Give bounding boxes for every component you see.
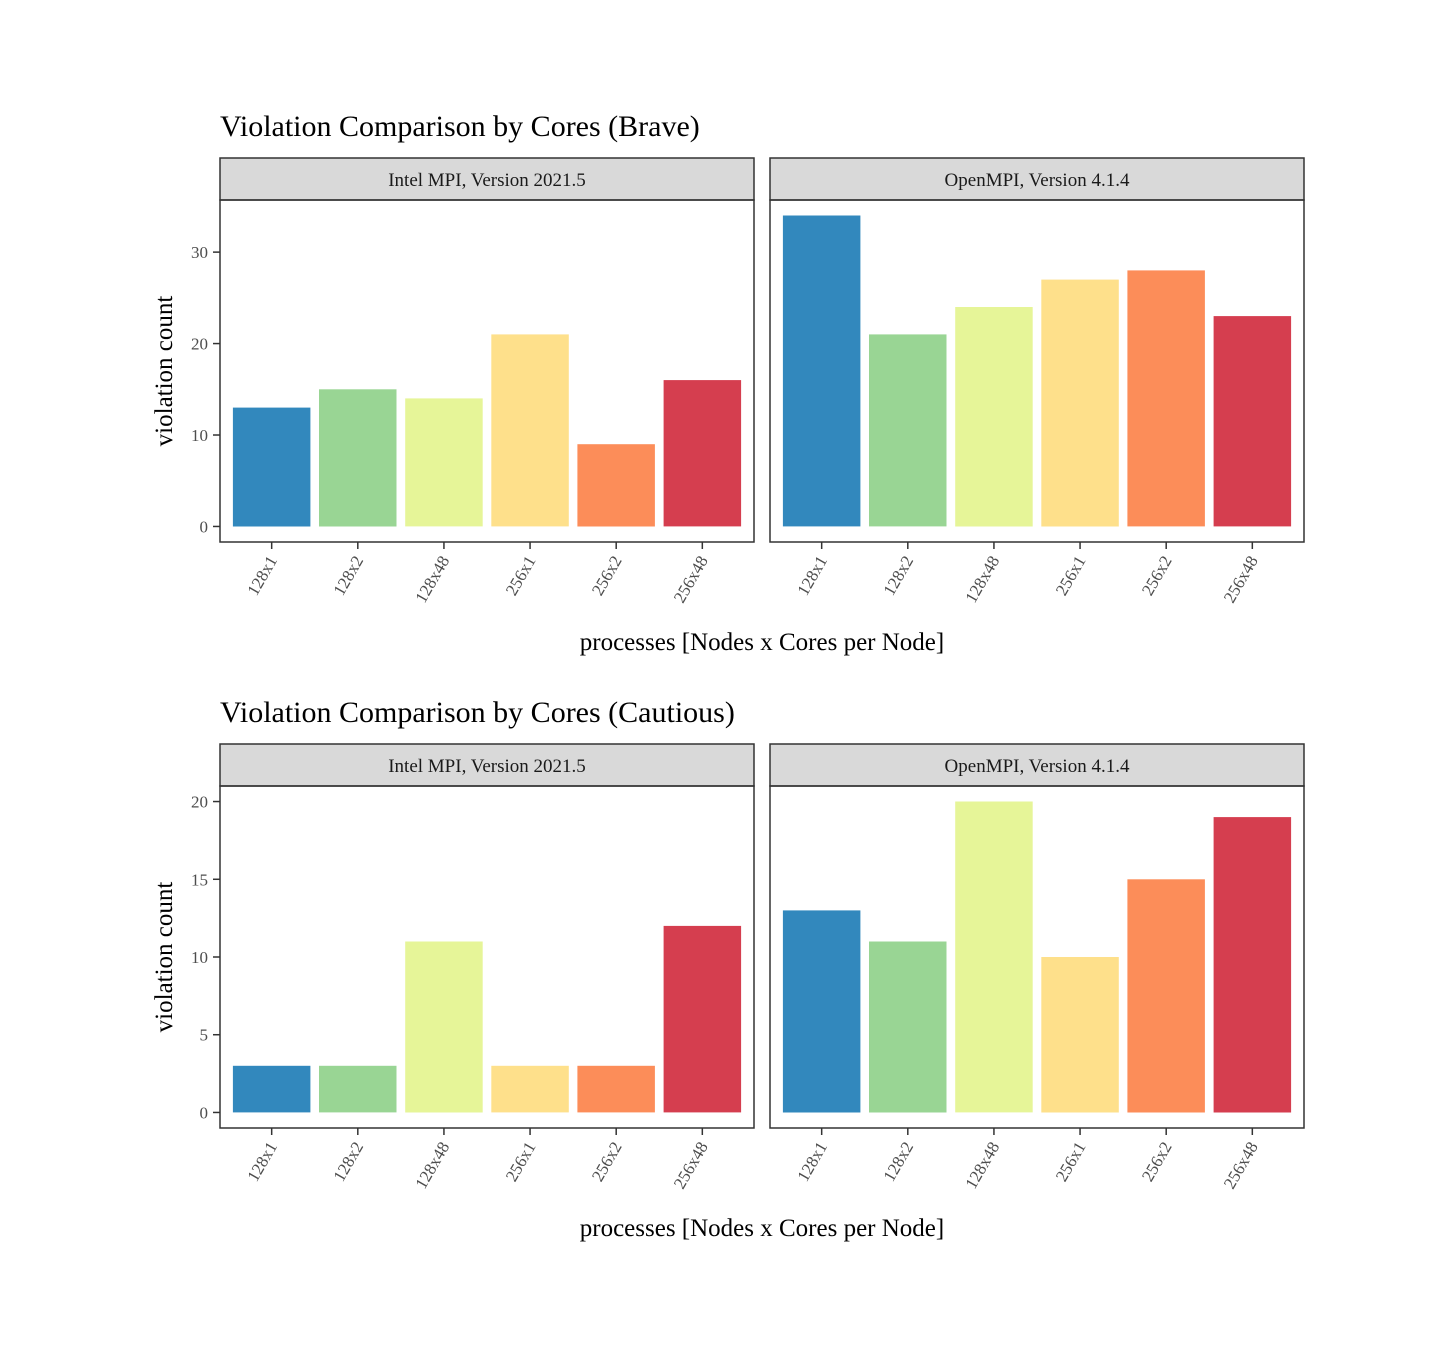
x-tick-label: 128x2 bbox=[330, 1139, 368, 1185]
y-tick-label: 30 bbox=[191, 243, 208, 262]
bar-128x48 bbox=[405, 398, 483, 527]
bar-128x2 bbox=[319, 1065, 397, 1113]
bar-128x1 bbox=[782, 215, 861, 527]
x-axis-title: processes [Nodes x Cores per Node] bbox=[580, 629, 944, 656]
y-tick-label: 0 bbox=[200, 517, 209, 536]
y-tick-label: 20 bbox=[191, 793, 208, 812]
bar-128x1 bbox=[232, 1065, 311, 1113]
chart-title: Violation Comparison by Cores (Brave) bbox=[220, 110, 700, 143]
x-tick-label: 256x1 bbox=[1052, 1139, 1090, 1185]
y-tick-label: 10 bbox=[191, 426, 208, 445]
x-tick-label: 256x48 bbox=[670, 1139, 712, 1193]
bar-256x2 bbox=[1127, 270, 1205, 527]
bar-128x2 bbox=[319, 389, 397, 527]
chart-cautious: Violation Comparison by Cores (Cautious)… bbox=[151, 696, 1305, 1242]
panel-openmpi: OpenMPI, Version 4.1.4 bbox=[769, 157, 1305, 201]
bar-256x1 bbox=[1041, 279, 1119, 527]
y-tick-label: 20 bbox=[191, 335, 208, 354]
bar-256x1 bbox=[491, 1065, 569, 1113]
facet-strip bbox=[769, 743, 1305, 787]
bar-128x1 bbox=[782, 910, 861, 1113]
y-tick-label: 10 bbox=[191, 948, 208, 967]
y-tick-label: 5 bbox=[200, 1026, 209, 1045]
x-tick-label: 128x2 bbox=[880, 553, 918, 599]
facet-strip bbox=[219, 157, 755, 201]
x-tick-label: 128x2 bbox=[330, 553, 368, 599]
x-tick-label: 256x48 bbox=[1220, 553, 1262, 607]
bar-256x1 bbox=[491, 334, 569, 527]
bar-128x48 bbox=[405, 941, 483, 1113]
x-tick-label: 256x1 bbox=[1052, 553, 1090, 599]
x-tick-label: 256x2 bbox=[588, 553, 626, 599]
bar-256x2 bbox=[1127, 879, 1205, 1113]
bar-256x48 bbox=[1213, 316, 1292, 527]
x-tick-label: 128x1 bbox=[243, 1139, 281, 1185]
x-axis-title: processes [Nodes x Cores per Node] bbox=[580, 1215, 944, 1242]
chart-title: Violation Comparison by Cores (Cautious) bbox=[220, 696, 735, 729]
chart-brave: Violation Comparison by Cores (Brave) vi… bbox=[151, 110, 1305, 656]
panel-intel: Intel MPI, Version 2021.5 bbox=[219, 743, 755, 787]
y-axis-title: violation count bbox=[151, 882, 178, 1033]
y-tick-label: 0 bbox=[200, 1103, 209, 1122]
bar-256x2 bbox=[577, 1065, 655, 1113]
facet-strip-label: Intel MPI, Version 2021.5 bbox=[388, 756, 586, 777]
x-tick-label: 128x2 bbox=[880, 1139, 918, 1185]
bar-256x48 bbox=[663, 380, 742, 527]
x-tick-label: 256x2 bbox=[1138, 553, 1176, 599]
panel-border bbox=[769, 785, 1305, 1129]
y-axis-title: violation count bbox=[151, 296, 178, 447]
x-tick-label: 256x48 bbox=[670, 553, 712, 607]
x-tick-label: 128x48 bbox=[961, 553, 1003, 607]
y-tick-label: 15 bbox=[191, 870, 208, 889]
x-tick-label: 128x48 bbox=[411, 553, 453, 607]
facet-strip-label: OpenMPI, Version 4.1.4 bbox=[945, 170, 1130, 191]
bar-128x48 bbox=[955, 307, 1033, 527]
bar-128x2 bbox=[869, 941, 947, 1113]
x-tick-label: 256x1 bbox=[502, 553, 540, 599]
x-tick-label: 256x48 bbox=[1220, 1139, 1262, 1193]
panel-openmpi: OpenMPI, Version 4.1.4 bbox=[769, 743, 1305, 787]
panel-border bbox=[769, 199, 1305, 543]
x-tick-label: 256x1 bbox=[502, 1139, 540, 1185]
facet-strip-label: Intel MPI, Version 2021.5 bbox=[388, 170, 586, 191]
bar-256x48 bbox=[1213, 817, 1292, 1113]
bar-256x1 bbox=[1041, 957, 1119, 1113]
x-tick-label: 256x2 bbox=[588, 1139, 626, 1185]
panel-border bbox=[219, 199, 755, 543]
facet-strip bbox=[219, 743, 755, 787]
bar-128x1 bbox=[232, 407, 311, 527]
x-tick-label: 128x48 bbox=[411, 1139, 453, 1193]
facet-strip-label: OpenMPI, Version 4.1.4 bbox=[945, 756, 1130, 777]
x-tick-label: 256x2 bbox=[1138, 1139, 1176, 1185]
x-tick-label: 128x1 bbox=[243, 553, 281, 599]
panel-intel: Intel MPI, Version 2021.5 bbox=[219, 157, 755, 201]
bar-256x2 bbox=[577, 444, 655, 527]
x-tick-label: 128x1 bbox=[793, 553, 831, 599]
bar-128x48 bbox=[955, 801, 1033, 1113]
x-tick-label: 128x48 bbox=[961, 1139, 1003, 1193]
bar-128x2 bbox=[869, 334, 947, 527]
bar-256x48 bbox=[663, 925, 742, 1113]
x-tick-label: 128x1 bbox=[793, 1139, 831, 1185]
facet-strip bbox=[769, 157, 1305, 201]
